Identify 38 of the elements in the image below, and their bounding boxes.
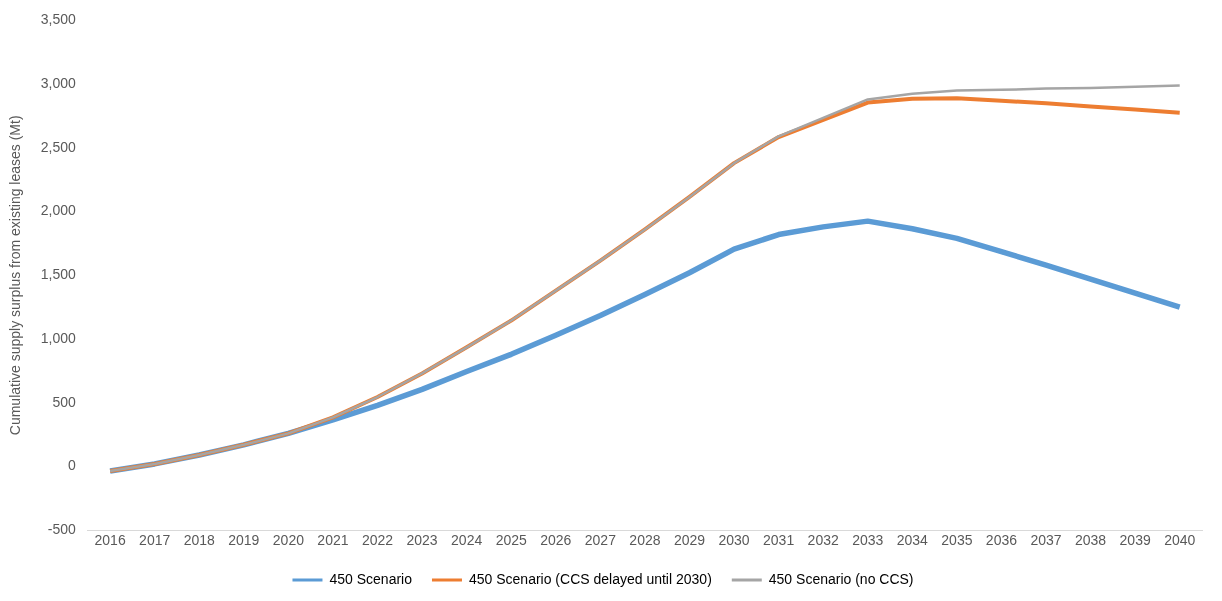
x-tick-label: 2016	[94, 532, 126, 549]
x-tick-label: 2021	[317, 532, 349, 549]
y-tick-label: 3,000	[40, 74, 77, 91]
y-tick-label: 3,500	[40, 11, 77, 28]
x-tick-label: 2033	[852, 532, 884, 549]
x-tick-label: 2023	[406, 532, 438, 549]
x-tick-label: 2037	[1030, 532, 1062, 549]
x-tick-label: 2025	[495, 532, 527, 549]
legend-label: 450 Scenario	[329, 570, 413, 587]
x-tick-label: 2032	[807, 532, 839, 549]
y-axis-title: Cumulative supply surplus from existing leases (Mt)	[7, 115, 24, 436]
x-tick-label: 2027	[584, 532, 617, 549]
y-tick-label: 0	[68, 457, 77, 474]
x-tick-label: 2017	[139, 532, 171, 549]
x-tick-label: 2018	[183, 532, 216, 549]
x-tick-label: 2035	[941, 532, 973, 549]
x-tick-label: 2039	[1119, 532, 1151, 549]
x-tick-label: 2031	[763, 532, 795, 549]
x-tick-label: 2036	[985, 532, 1018, 549]
x-tick-label: 2019	[228, 532, 260, 549]
y-tick-label: -500	[47, 521, 77, 538]
y-tick-label: 2,000	[40, 202, 77, 219]
x-tick-label: 2028	[629, 532, 661, 549]
x-tick-label: 2020	[272, 532, 305, 549]
x-tick-label: 2030	[718, 532, 750, 549]
x-tick-label: 2022	[361, 532, 394, 549]
y-tick-label: 2,500	[40, 138, 77, 155]
x-tick-label: 2038	[1075, 532, 1107, 549]
x-tick-label: 2026	[540, 532, 572, 549]
y-tick-label: 500	[52, 393, 77, 410]
x-tick-label: 2040	[1164, 532, 1196, 549]
legend-label: 450 Scenario (no CCS)	[768, 570, 914, 587]
x-tick-label: 2024	[451, 532, 483, 549]
y-tick-label: 1,500	[40, 266, 77, 283]
x-tick-label: 2029	[673, 532, 706, 549]
x-tick-label: 2034	[896, 532, 929, 549]
y-tick-label: 1,000	[40, 329, 77, 346]
legend-label: 450 Scenario (CCS delayed until 2030)	[468, 570, 712, 587]
